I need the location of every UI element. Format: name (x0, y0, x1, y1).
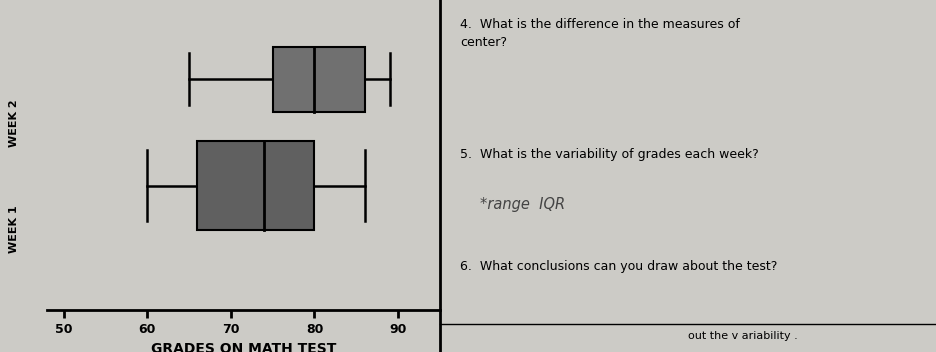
Text: WEEK 2: WEEK 2 (9, 99, 19, 147)
X-axis label: GRADES ON MATH TEST: GRADES ON MATH TEST (151, 341, 336, 352)
FancyBboxPatch shape (272, 46, 365, 112)
Text: out the v ariability .: out the v ariability . (688, 332, 797, 341)
FancyBboxPatch shape (197, 141, 314, 230)
Text: 5.  What is the variability of grades each week?: 5. What is the variability of grades eac… (460, 148, 758, 161)
Text: *range  IQR: *range IQR (479, 197, 564, 212)
Text: WEEK 1: WEEK 1 (9, 205, 19, 253)
Text: 4.  What is the difference in the measures of
center?: 4. What is the difference in the measure… (460, 18, 739, 49)
Text: 6.  What conclusions can you draw about the test?: 6. What conclusions can you draw about t… (460, 260, 777, 274)
